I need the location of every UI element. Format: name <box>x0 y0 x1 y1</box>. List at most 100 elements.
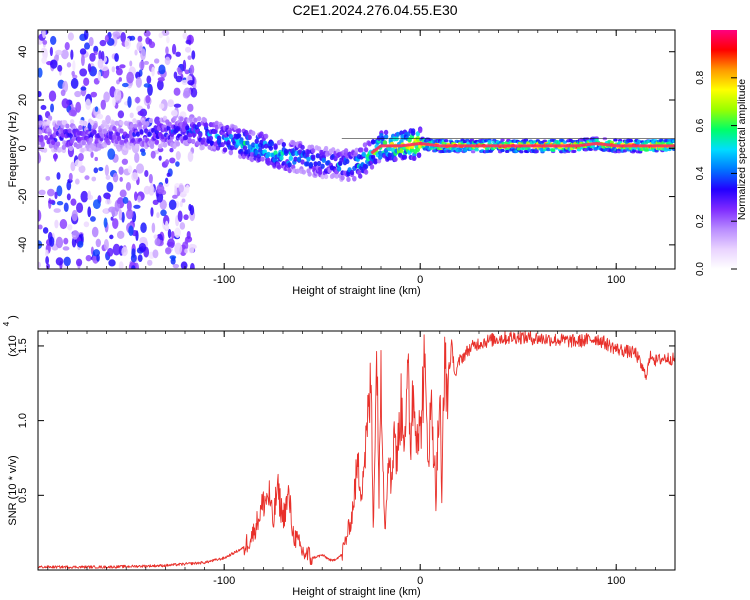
ridge-cell <box>334 173 339 179</box>
noise-speckle <box>118 166 124 175</box>
ridge-cell <box>447 149 452 153</box>
noise-speckle <box>158 155 162 161</box>
ridge-cell <box>320 174 325 180</box>
ridge-cell <box>393 156 398 162</box>
noise-speckle <box>139 60 145 70</box>
noise-speckle <box>101 50 105 62</box>
ridge-cell <box>203 122 209 128</box>
noise-speckle <box>112 218 119 229</box>
noise-speckle <box>60 89 66 97</box>
ridge-cell <box>572 149 577 153</box>
ridge-cell <box>412 155 417 161</box>
colorbar-tick-label: 0.2 <box>695 214 706 228</box>
noise-speckle <box>153 234 158 239</box>
ridge-cell <box>383 134 389 140</box>
noise-speckle <box>141 151 146 157</box>
ridge-cell <box>38 129 43 135</box>
ridge-cell <box>154 139 159 145</box>
noise-speckle <box>38 189 46 196</box>
noise-speckle <box>165 247 172 255</box>
chart-title: C2E1.2024.276.04.55.E30 <box>292 2 458 18</box>
ridge-cell <box>359 147 364 153</box>
noise-speckle <box>66 180 72 191</box>
noise-speckle <box>47 188 55 197</box>
ridge-cell <box>51 139 56 146</box>
ridge-cell <box>370 139 376 145</box>
noise-speckle <box>89 52 96 62</box>
ridge-cell <box>345 158 350 165</box>
noise-speckle <box>182 32 188 40</box>
noise-speckle <box>150 207 154 217</box>
noise-speckle <box>173 71 178 79</box>
ridge-cell <box>269 140 275 147</box>
snr-y-tick-label: 1.5 <box>17 338 29 353</box>
noise-speckle <box>55 236 64 249</box>
noise-speckle <box>175 75 183 83</box>
noise-speckle <box>97 71 102 82</box>
noise-speckle <box>164 159 170 166</box>
ridge-cell <box>112 125 117 132</box>
ridge-cell <box>378 154 383 160</box>
noise-speckle <box>179 222 186 230</box>
ridge-cell <box>336 166 342 172</box>
ridge-cell <box>220 141 225 148</box>
noise-speckle <box>92 199 101 210</box>
ridge-cell <box>226 140 231 146</box>
ridge-cell <box>320 163 325 169</box>
noise-speckle <box>146 104 151 110</box>
noise-speckle <box>147 259 153 266</box>
ridge-cell <box>245 140 250 146</box>
ridge-cell <box>266 151 271 157</box>
noise-speckle <box>64 42 70 51</box>
ridge-cell <box>523 138 529 142</box>
noise-speckle <box>119 189 127 198</box>
noise-speckle <box>96 113 104 120</box>
ridge-cell <box>76 136 82 142</box>
noise-speckle <box>87 63 92 73</box>
ridge-cell <box>214 124 219 130</box>
noise-speckle <box>150 181 154 193</box>
noise-speckle <box>134 97 141 104</box>
ridge-cell <box>288 155 294 161</box>
snr-frame <box>37 330 676 571</box>
noise-speckle <box>183 87 192 98</box>
spectrogram-frame <box>37 29 676 270</box>
noise-speckle <box>83 221 90 228</box>
colorbar-tick-label: 0.4 <box>695 166 706 180</box>
ridge-cell <box>147 131 152 137</box>
spectrogram-y-tick-label: -40 <box>17 237 29 253</box>
noise-speckle <box>114 53 119 62</box>
ridge-cell <box>202 117 208 123</box>
noise-speckle <box>137 195 142 203</box>
noise-speckle <box>119 176 123 182</box>
noise-speckle <box>126 200 132 212</box>
colorbar-tick-label: 0.0 <box>695 262 706 276</box>
noise-speckle <box>76 202 84 214</box>
noise-speckle <box>67 224 73 231</box>
ridge-cell <box>187 137 192 143</box>
noise-speckle <box>189 262 195 269</box>
noise-speckle <box>165 220 169 231</box>
noise-speckle <box>152 249 159 259</box>
ridge-cell <box>88 137 94 143</box>
ridge-cell <box>106 140 111 146</box>
noise-speckle <box>78 165 86 174</box>
noise-speckle <box>167 228 172 239</box>
noise-speckle <box>85 254 92 262</box>
ridge-cell <box>115 131 121 137</box>
noise-speckle <box>119 64 126 69</box>
ridge-cell <box>200 144 205 150</box>
noise-speckle <box>55 257 64 266</box>
ridge-cell <box>149 143 155 149</box>
ridge-cell <box>410 130 416 136</box>
noise-speckle <box>105 175 111 181</box>
noise-speckle <box>63 256 71 267</box>
noise-speckle <box>91 226 99 238</box>
ridge-cell <box>236 133 242 139</box>
noise-speckle <box>129 112 134 119</box>
noise-speckle <box>40 104 47 111</box>
ridge-cell <box>628 139 633 143</box>
ridge-cell <box>287 167 292 174</box>
ridge-cell <box>343 148 349 154</box>
